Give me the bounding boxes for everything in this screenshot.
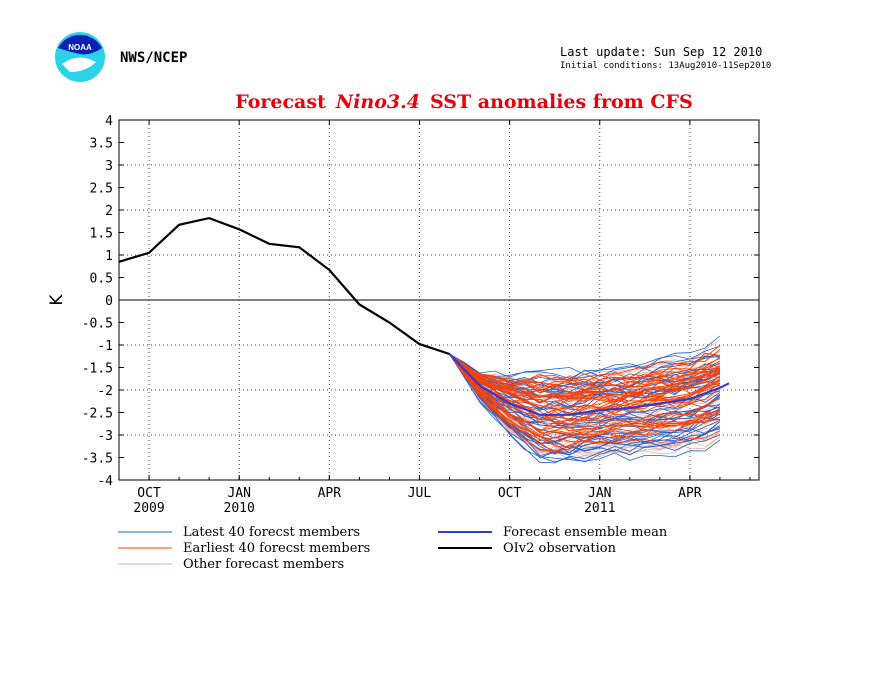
legend-label: Forecast ensemble mean — [503, 525, 668, 540]
x-tick-year: 2010 — [224, 501, 255, 516]
forecast-member-line — [449, 353, 721, 409]
last-update: Last update: Sun Sep 12 2010 — [560, 45, 762, 59]
plot-area: 4 3.5 3 2.5 2 1.5 1 0.5 0 -0.5 -1 -1.5 -2 -2.5 -3 -3.5 -… — [82, 114, 760, 516]
title-italic: Nino3.4 — [335, 91, 420, 113]
x-tick-month: APR — [678, 486, 702, 501]
y-tick-label: 3.5 — [90, 137, 113, 152]
forecast-member-line — [449, 353, 720, 394]
x-tick-month: OCT — [498, 486, 522, 501]
forecast-member-line — [449, 353, 720, 402]
forecast-member-line — [449, 353, 720, 378]
forecast-member-line — [449, 353, 721, 390]
forecast-member-line — [449, 353, 721, 422]
x-tick-year: 2009 — [133, 501, 164, 516]
forecast-member-line — [449, 349, 721, 383]
y-tick-label: -2.5 — [82, 407, 113, 422]
y-tick-label: -3.5 — [82, 452, 113, 467]
y-axis: 4 3.5 3 2.5 2 1.5 1 0.5 0 -0.5 -1 -1.5 -2 -2.5 -3 -3.5 -… — [82, 114, 759, 489]
legend-label: Other forecast members — [183, 557, 344, 572]
x-tick-year: 2011 — [584, 501, 615, 516]
grid — [119, 120, 759, 480]
x-tick-month: JAN — [227, 486, 250, 501]
org-label: NWS/NCEP — [120, 50, 187, 66]
legend-label: Latest 40 forecst members — [183, 525, 360, 540]
x-tick-month: JUL — [408, 486, 432, 501]
observation-line — [118, 216, 450, 356]
y-tick-label: 0 — [105, 294, 113, 309]
y-tick-label: -4 — [97, 474, 113, 489]
initial-conditions: Initial conditions: 13Aug2010-11Sep2010 — [560, 61, 771, 71]
y-tick-label: 3 — [105, 159, 113, 174]
forecast-member-line — [449, 353, 720, 436]
legend-label: Earliest 40 forecst members — [183, 541, 370, 556]
y-axis-label: K — [47, 294, 67, 306]
noaa-logo: NOAA — [55, 32, 105, 82]
forecast-member-line — [449, 353, 721, 409]
forecast-members — [449, 335, 721, 464]
x-tick-month: OCT — [137, 486, 161, 501]
forecast-member-line — [449, 339, 721, 385]
forecast-member-line — [449, 353, 721, 399]
y-tick-label: -2 — [97, 384, 113, 399]
forecast-member-line — [449, 353, 721, 463]
legend-label: OIv2 observation — [503, 541, 617, 556]
y-tick-label: 0.5 — [90, 272, 113, 287]
forecast-member-line — [449, 345, 721, 389]
forecast-member-line — [449, 353, 721, 429]
y-tick-label: -3 — [97, 429, 113, 444]
title-prefix: Forecast — [235, 91, 326, 113]
forecast-member-line — [449, 353, 721, 397]
y-tick-label: 2.5 — [90, 182, 113, 197]
series-lines — [118, 216, 730, 416]
y-tick-label: -0.5 — [82, 317, 113, 332]
y-tick-label: 1.5 — [90, 227, 113, 242]
forecast-member-line — [449, 353, 721, 445]
forecast-member-line — [449, 353, 721, 443]
y-tick-label: 4 — [105, 114, 113, 129]
x-tick-month: APR — [318, 486, 342, 501]
forecast-member-line — [449, 353, 721, 464]
y-tick-label: 2 — [105, 204, 113, 219]
chart-title: Forecast Nino3.4 SST anomalies from CFS — [235, 91, 692, 113]
y-tick-label: -1.5 — [82, 362, 113, 377]
ensemble-mean-line — [448, 353, 730, 416]
x-tick-month: JAN — [588, 486, 611, 501]
svg-text:NOAA: NOAA — [68, 43, 92, 52]
forecast-member-line — [449, 353, 721, 454]
title-suffix: SST anomalies from CFS — [430, 91, 693, 113]
forecast-member-line — [449, 353, 721, 417]
forecast-member-line — [449, 353, 721, 411]
forecast-member-line — [449, 353, 721, 438]
y-tick-label: 1 — [105, 249, 113, 264]
forecast-member-line — [449, 353, 721, 382]
y-tick-label: -1 — [97, 339, 113, 354]
